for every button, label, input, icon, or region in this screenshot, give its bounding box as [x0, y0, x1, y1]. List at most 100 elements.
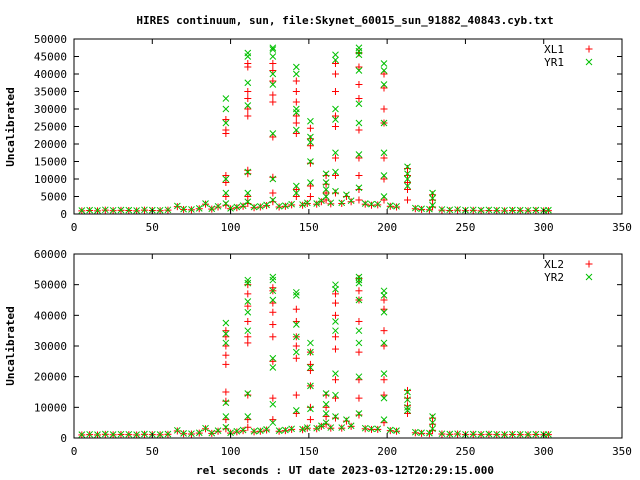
data-point: [342, 417, 350, 425]
x-tick-label: 100: [221, 445, 241, 458]
marker-stroke: [347, 197, 355, 205]
data-point: [438, 206, 446, 213]
marker-stroke: [355, 296, 363, 304]
data-point: [256, 427, 264, 434]
data-point: [355, 327, 363, 335]
marker-stroke: [292, 70, 300, 78]
marker-stroke: [222, 423, 230, 431]
data-point: [244, 112, 252, 120]
data-point: [117, 206, 125, 214]
data-point: [269, 308, 277, 316]
data-point: [239, 202, 247, 209]
marker-stroke: [188, 206, 195, 213]
series-xl1: [78, 49, 552, 215]
data-point: [380, 154, 388, 162]
data-point: [361, 200, 369, 207]
marker-stroke: [393, 427, 400, 434]
marker-stroke: [380, 339, 388, 347]
data-point: [355, 154, 363, 162]
x-tick-label: 350: [612, 445, 632, 458]
marker-stroke: [214, 427, 222, 434]
data-point: [493, 430, 501, 438]
data-point: [269, 394, 277, 402]
x-tick-label: 0: [71, 221, 78, 234]
marker-stroke: [361, 424, 369, 432]
data-point: [269, 98, 277, 106]
data-point: [355, 276, 363, 284]
legend-label-yr1: YR1: [544, 56, 564, 69]
marker-stroke: [355, 51, 363, 59]
data-point: [313, 200, 321, 207]
data-point: [403, 186, 411, 193]
data-point: [244, 308, 252, 316]
marker-stroke: [355, 279, 363, 287]
data-point: [322, 410, 330, 417]
marker-stroke: [269, 81, 277, 88]
marker-stroke: [501, 206, 508, 214]
data-point: [380, 305, 388, 313]
marker-stroke: [380, 81, 388, 88]
data-point: [332, 56, 339, 64]
data-point: [454, 430, 461, 438]
data-point: [109, 431, 117, 438]
marker-stroke: [288, 200, 295, 208]
marker-stroke: [307, 339, 314, 347]
data-point: [332, 318, 339, 325]
y-tick-label: 20000: [34, 138, 67, 151]
data-point: [485, 206, 493, 214]
marker-stroke: [380, 370, 388, 377]
data-point: [307, 348, 314, 356]
data-point: [332, 327, 339, 335]
marker-stroke: [386, 202, 394, 209]
y-tick-label: 40000: [34, 68, 67, 81]
marker-stroke: [332, 327, 339, 335]
data-point: [429, 419, 436, 427]
data-point: [331, 394, 339, 402]
data-point: [355, 279, 363, 287]
marker-stroke: [355, 373, 363, 381]
marker-stroke: [374, 200, 382, 208]
marker-stroke: [214, 202, 222, 210]
marker-stroke: [438, 206, 446, 213]
data-point: [331, 414, 339, 422]
x-tick-label: 200: [377, 221, 397, 234]
data-point: [380, 119, 388, 127]
marker-stroke: [355, 327, 363, 335]
y-tick-label: 0: [60, 432, 67, 445]
data-point: [380, 327, 388, 335]
data-point: [188, 206, 195, 213]
data-point: [244, 317, 252, 325]
marker-stroke: [109, 206, 117, 214]
marker-stroke: [446, 206, 454, 214]
data-point: [485, 430, 493, 438]
data-point: [250, 427, 258, 435]
marker-stroke: [269, 196, 277, 204]
marker-stroke: [292, 348, 300, 356]
data-point: [355, 119, 363, 127]
data-point: [222, 95, 230, 102]
marker-stroke: [222, 413, 230, 420]
data-point: [516, 430, 524, 438]
ticks-top: 0 50 100 150 200 250 300 350 0 5000 10000 15000 2000…: [34, 33, 632, 234]
data-point: [292, 193, 300, 200]
marker-stroke: [275, 202, 283, 210]
data-point: [244, 168, 252, 176]
data-point: [380, 81, 388, 88]
x-tick-label: 150: [299, 445, 319, 458]
data-point: [244, 298, 252, 305]
data-point: [509, 430, 516, 438]
marker-stroke: [429, 194, 436, 202]
data-point: [368, 200, 375, 208]
marker-stroke: [438, 430, 446, 438]
data-point: [275, 202, 283, 210]
x-tick-label: 250: [455, 221, 475, 234]
marker-stroke: [332, 391, 339, 399]
data-point: [292, 98, 300, 106]
marker-stroke: [202, 424, 209, 432]
marker-stroke: [429, 201, 436, 209]
x-tick-label: 250: [455, 445, 475, 458]
marker-stroke: [250, 427, 258, 435]
data-point: [411, 428, 419, 436]
marker-stroke: [244, 298, 252, 305]
marker-stroke: [426, 429, 433, 437]
